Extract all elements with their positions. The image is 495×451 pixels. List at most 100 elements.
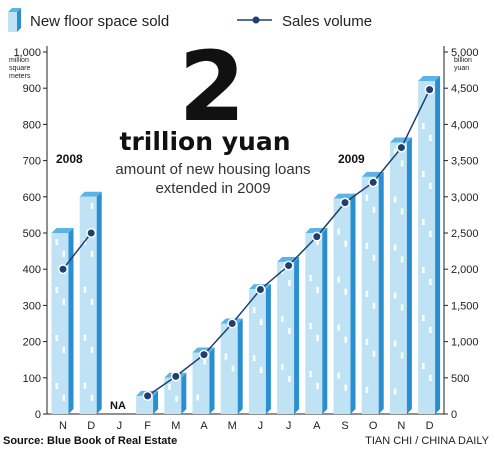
right-tick-label: 500 — [451, 373, 469, 385]
source-note: Source: Blue Book of Real Estate — [3, 435, 177, 447]
sales-point — [285, 262, 293, 270]
bar-window — [344, 240, 347, 247]
bar-side — [265, 284, 271, 414]
sales-point — [369, 178, 377, 186]
left-tick-label: 800 — [23, 119, 41, 131]
bar-window — [90, 346, 94, 353]
x-tick-label: N — [59, 420, 67, 432]
bar-front — [220, 323, 238, 414]
bar-side — [237, 318, 243, 414]
bar-window — [429, 326, 432, 333]
right-tick-label: 4,500 — [451, 83, 479, 95]
bar-window — [309, 371, 312, 377]
bar-window — [288, 375, 291, 382]
bar — [220, 318, 243, 414]
bar-window — [55, 287, 58, 293]
bar-window — [372, 254, 376, 261]
sales-point — [341, 199, 349, 207]
bar-window — [259, 367, 263, 374]
sales-point — [228, 320, 236, 327]
bar-window — [316, 239, 319, 245]
bar — [277, 256, 300, 414]
bar-window — [372, 350, 376, 357]
bar-window — [429, 182, 432, 189]
bar-window — [337, 228, 340, 235]
bar-window — [259, 319, 263, 326]
sales-point — [397, 144, 405, 152]
bar-window — [83, 286, 87, 293]
bar-front — [248, 289, 266, 414]
left-tick-label: 600 — [23, 192, 41, 204]
bar-window — [400, 208, 404, 215]
bar-window — [365, 386, 369, 393]
bar-front — [277, 261, 295, 414]
x-tick-label: J — [117, 420, 123, 432]
bar-window — [344, 288, 347, 295]
callout-line-1: amount of new housing loans — [115, 161, 310, 178]
bar-window — [365, 194, 369, 201]
bar-window — [90, 202, 94, 209]
bar-window — [281, 363, 284, 370]
left-tick-label: 900 — [23, 83, 41, 95]
right-tick-label: 3,500 — [451, 156, 479, 168]
bar-window — [429, 278, 432, 285]
bar-window — [422, 122, 425, 129]
right-tick-label: 2,500 — [451, 228, 479, 240]
bar-top — [333, 193, 356, 199]
bar — [361, 171, 384, 414]
left-unit-line-1: million — [9, 57, 29, 64]
bar-top — [51, 228, 74, 233]
bar-window — [393, 244, 397, 251]
bar — [164, 372, 187, 414]
left-tick-label: 400 — [23, 264, 41, 276]
legend-bar-swatch — [8, 8, 21, 32]
bar-window — [316, 383, 319, 389]
callout-line-2: extended in 2009 — [155, 180, 270, 197]
x-tick-label: O — [369, 420, 378, 432]
bar-front — [305, 233, 323, 414]
bar-window — [422, 218, 425, 225]
bar-top — [418, 75, 441, 81]
left-tick-label: 200 — [23, 337, 41, 349]
bar-window — [344, 384, 347, 391]
sales-point — [59, 265, 67, 273]
year-2009-label: 2009 — [338, 152, 365, 166]
bar-window — [90, 394, 94, 401]
bar-side — [435, 75, 441, 415]
legend-bars-label: New floor space sold — [30, 13, 169, 30]
bar — [51, 228, 74, 414]
bar-window — [83, 334, 87, 341]
bar-side — [322, 228, 328, 414]
sales-point — [200, 351, 208, 359]
bar-window — [55, 383, 58, 389]
callout-unit: trillion yuan — [120, 127, 291, 156]
bar-side — [96, 191, 102, 414]
bar-window — [429, 230, 432, 237]
legend: New floor space sold Sales volume — [8, 8, 372, 32]
bar-window — [429, 374, 432, 381]
left-unit-line-3: meters — [9, 73, 31, 80]
bar — [418, 75, 441, 415]
bar-window — [429, 134, 432, 141]
sales-point — [313, 233, 321, 241]
left-tick-label: 300 — [23, 300, 41, 312]
bar-window — [62, 347, 65, 353]
bar — [192, 347, 215, 414]
bar-window — [90, 250, 94, 257]
bar-window — [400, 304, 404, 311]
credit-note: TIAN CHI / CHINA DAILY — [365, 435, 490, 447]
bar-window — [55, 239, 58, 245]
x-tick-label: J — [286, 420, 292, 432]
bar-window — [400, 256, 404, 263]
bar-front — [389, 142, 407, 414]
na-label: NA — [110, 400, 126, 412]
bar-window — [422, 314, 425, 321]
bar-window — [344, 336, 347, 343]
right-tick-label: 5,000 — [451, 47, 479, 59]
left-tick-label: 500 — [23, 228, 41, 240]
legend-line-label: Sales volume — [282, 13, 372, 30]
bar-window — [281, 315, 284, 322]
bar-window — [400, 352, 404, 359]
